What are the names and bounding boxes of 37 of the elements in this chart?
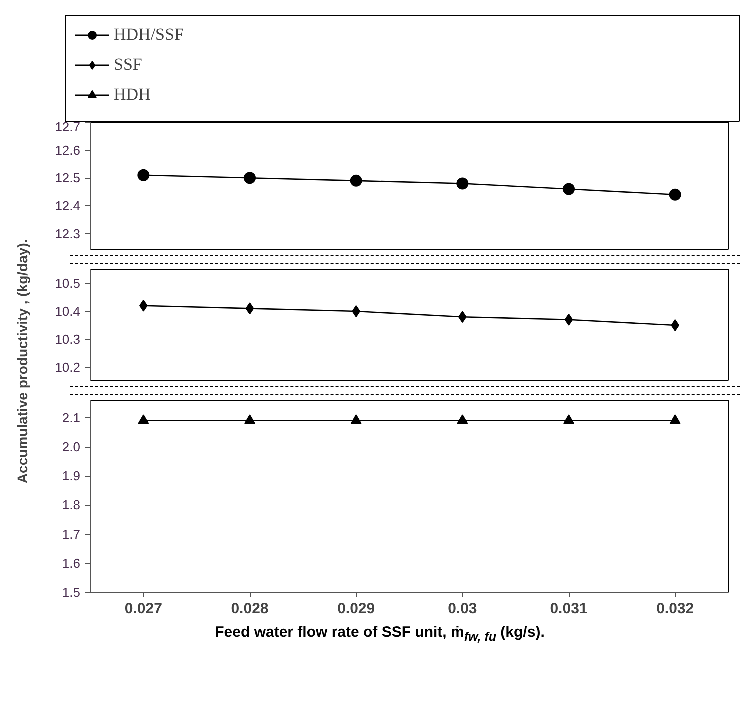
x-tick-label: 0.029: [338, 600, 376, 618]
y-tick-label: 12.4: [55, 198, 81, 214]
y-tick-label: 10.3: [55, 332, 81, 347]
point: [244, 172, 256, 184]
point: [352, 306, 360, 318]
y-tick-label: 12.3: [55, 226, 81, 242]
x-tick-label: 0.03: [448, 600, 478, 618]
y-tick-label: 12.7: [55, 120, 81, 134]
y-axis-title: Accumulative productivity , (kg/day).: [14, 239, 30, 484]
y-tick-label: 1.6: [62, 556, 81, 571]
legend-label: HDH/SSF: [114, 25, 184, 45]
x-tick-label: 0.027: [124, 600, 162, 618]
y-tick-label: 1.8: [62, 498, 81, 513]
legend-label: HDH: [114, 85, 151, 105]
y-tick-label: 2.0: [62, 440, 81, 455]
point: [563, 183, 575, 196]
y-tick-label: 10.4: [55, 304, 81, 319]
y-tick-label: 1.5: [62, 585, 81, 600]
y-tick-label: 12.5: [55, 170, 81, 186]
x-axis-title: Feed water flow rate of SSF unit, ṁ$_{fw, fu}$ (kg/s).: [215, 623, 545, 646]
y-tick-label: 10.5: [55, 276, 81, 291]
point: [456, 178, 469, 190]
y-tick-label: 12.6: [55, 142, 81, 158]
x-tick-label: 0.032: [656, 600, 694, 618]
y-tick-label: 2.1: [62, 410, 81, 426]
legend-label: SSF: [114, 55, 142, 75]
point: [671, 320, 680, 332]
point: [246, 302, 254, 315]
y-tick-label: 1.7: [62, 526, 81, 542]
point: [138, 169, 150, 182]
y-tick-label: 10.2: [55, 360, 81, 375]
x-tick-label: 0.031: [550, 600, 588, 618]
point: [564, 314, 574, 326]
y-tick-label: 1.9: [62, 468, 81, 484]
x-tick-label: 0.028: [231, 600, 269, 618]
point: [669, 188, 682, 201]
point: [350, 174, 362, 187]
